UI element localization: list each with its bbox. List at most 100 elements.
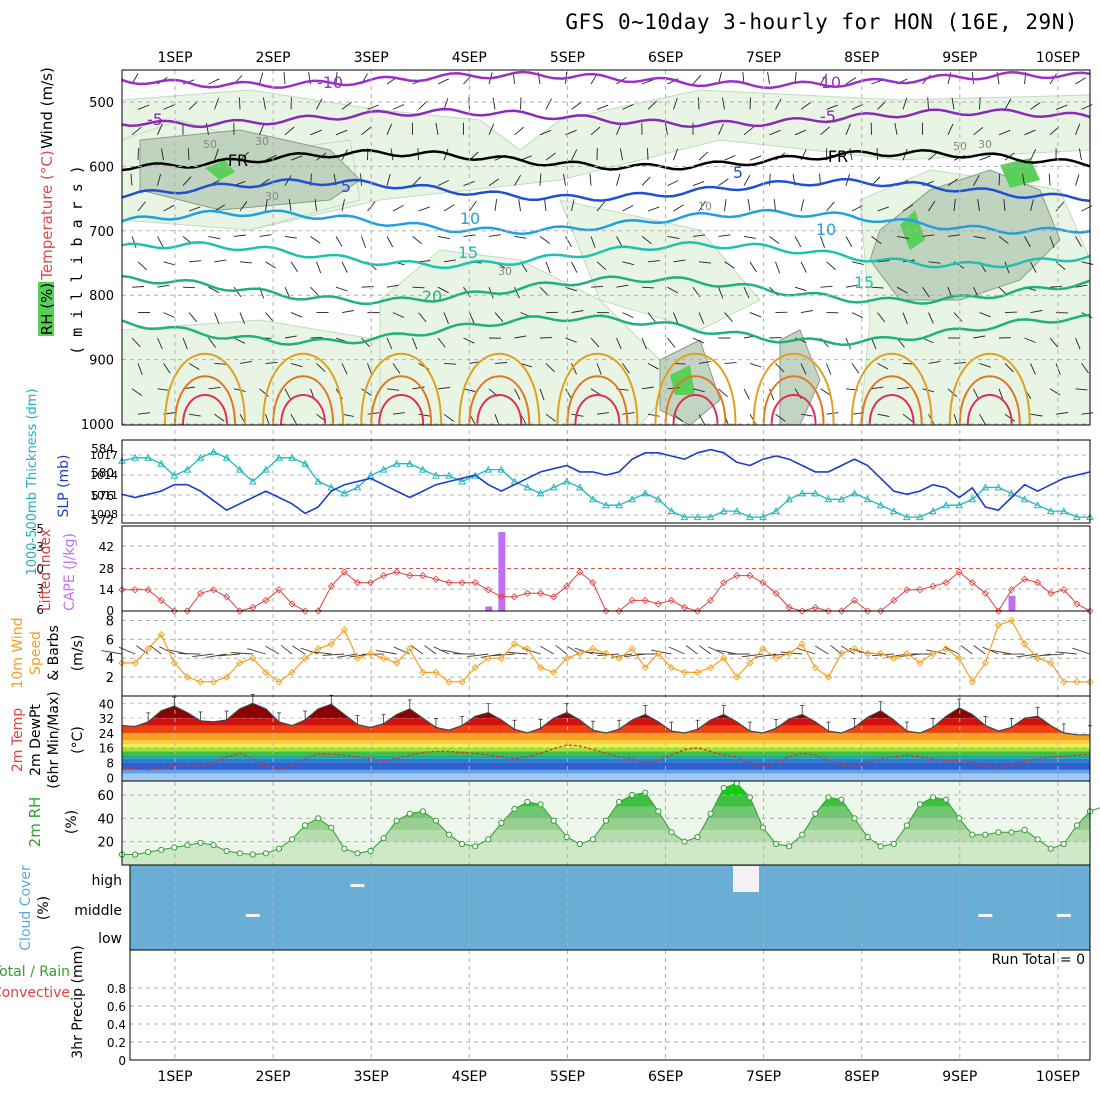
thickness-point bbox=[693, 513, 702, 521]
thickness-point bbox=[301, 459, 309, 467]
wind-barb bbox=[571, 310, 584, 314]
wind-barb bbox=[259, 72, 264, 85]
thickness-point bbox=[445, 471, 453, 479]
surface-temp-arch bbox=[566, 375, 629, 426]
wind10-barb bbox=[376, 649, 397, 655]
upper-rh-green bbox=[205, 160, 235, 180]
wind-barb bbox=[208, 286, 220, 294]
rh2m-point bbox=[681, 838, 688, 845]
lifted-point bbox=[850, 596, 859, 604]
thickness-point bbox=[131, 453, 139, 461]
wind-barb bbox=[1004, 413, 1016, 422]
surface-temp-arch bbox=[164, 352, 246, 426]
rh2m-point bbox=[851, 815, 858, 822]
wind-barb bbox=[1049, 337, 1059, 348]
slp-tick: 1008 bbox=[90, 508, 118, 521]
wind-barb bbox=[544, 199, 547, 212]
wind-barb bbox=[488, 178, 500, 186]
cloud-bg bbox=[130, 865, 1090, 950]
rh2m-point bbox=[916, 801, 924, 808]
thickness-point bbox=[798, 489, 807, 497]
rh2m-point bbox=[956, 815, 963, 822]
wind10-barb bbox=[118, 646, 136, 655]
date-label-top: 7SEP bbox=[746, 50, 781, 66]
wind-barb bbox=[641, 286, 655, 289]
wind-barb bbox=[800, 363, 807, 375]
rh-band bbox=[122, 818, 1090, 830]
rh2m-point bbox=[432, 817, 440, 824]
contour-15 bbox=[121, 240, 1091, 270]
wind-barb bbox=[520, 97, 522, 110]
surface-temp-arch bbox=[360, 352, 443, 426]
wind-barb bbox=[563, 173, 566, 186]
lifted-point bbox=[720, 579, 728, 587]
thickness-point bbox=[235, 465, 244, 473]
wind-barb bbox=[1024, 236, 1031, 248]
wind-barb bbox=[386, 388, 399, 391]
wind-barb bbox=[1030, 413, 1043, 417]
thickness-point bbox=[732, 507, 741, 515]
thickness-point bbox=[811, 489, 820, 497]
wind-barb bbox=[851, 312, 863, 319]
wind-barb bbox=[871, 337, 877, 350]
rh2m-point bbox=[236, 850, 243, 857]
rh2m-point bbox=[223, 847, 230, 855]
wind-barb bbox=[284, 388, 291, 400]
thickness-point bbox=[314, 477, 323, 485]
wind-barb bbox=[845, 236, 853, 248]
temp-band bbox=[122, 758, 1090, 763]
rh2m-point bbox=[485, 836, 492, 843]
wind10-barb bbox=[101, 650, 123, 655]
cape-tick: 28 bbox=[99, 562, 114, 576]
lifted-point bbox=[942, 579, 950, 587]
temp-band bbox=[122, 773, 1090, 781]
cape-bar bbox=[1008, 595, 1016, 611]
date-label-bottom: 2SEP bbox=[256, 1069, 291, 1085]
wind10-barb bbox=[218, 653, 240, 657]
wind-barb bbox=[826, 363, 832, 375]
wind10-barb bbox=[322, 653, 345, 656]
wind-barb bbox=[902, 413, 913, 422]
wind10-point bbox=[131, 659, 139, 667]
wind-barb bbox=[418, 100, 428, 110]
lifted-point bbox=[733, 572, 741, 580]
wind-barb bbox=[494, 199, 498, 212]
wind-barb bbox=[1030, 102, 1041, 110]
wind-barb bbox=[214, 312, 220, 324]
thickness-point bbox=[1046, 507, 1055, 515]
wind-barb bbox=[896, 286, 908, 294]
thickness-point bbox=[1033, 501, 1042, 509]
cape-ylabel-right: CAPE (J/kg) bbox=[62, 533, 78, 611]
wind-barb bbox=[571, 363, 578, 375]
wind-barb bbox=[265, 261, 276, 269]
wind-barb bbox=[310, 236, 321, 244]
wind-barb bbox=[667, 337, 676, 348]
thickness-point bbox=[275, 453, 283, 461]
rh2m-point bbox=[249, 851, 256, 858]
wind-barb bbox=[724, 362, 737, 364]
lifted-point bbox=[301, 607, 309, 615]
wind-barb bbox=[1075, 388, 1088, 391]
wind10-point bbox=[236, 659, 244, 667]
wind-barb bbox=[775, 413, 786, 422]
contour-label: -5 bbox=[147, 110, 163, 129]
wind10-barb bbox=[741, 653, 764, 658]
wind10-point bbox=[170, 659, 178, 667]
lifted-point bbox=[903, 586, 911, 594]
contour-label: -5 bbox=[820, 107, 836, 126]
wind-barb bbox=[316, 363, 326, 373]
wind-barb bbox=[1030, 261, 1037, 273]
contour-neg5 bbox=[121, 107, 1091, 129]
wind-barb bbox=[518, 199, 521, 212]
wind-barb bbox=[335, 236, 343, 248]
contour-label: 15 bbox=[854, 273, 874, 292]
wind-barb bbox=[1004, 311, 1018, 314]
thickness-point bbox=[889, 507, 898, 515]
surface-temp-arch bbox=[174, 375, 236, 426]
wind-barb bbox=[877, 260, 890, 263]
wind-barb bbox=[238, 97, 241, 110]
wind-barb bbox=[163, 261, 176, 266]
wind-barb bbox=[182, 286, 196, 289]
rh2m-point bbox=[537, 801, 544, 808]
lifted-point bbox=[1047, 589, 1055, 597]
